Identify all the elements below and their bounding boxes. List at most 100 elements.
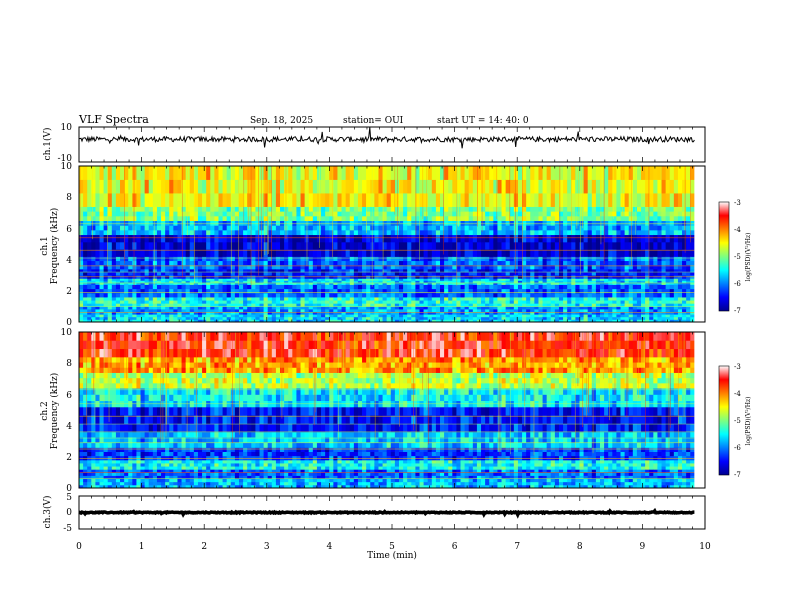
ch1-spectrogram-cell bbox=[645, 319, 650, 323]
ch1-spectrogram-cell bbox=[107, 319, 113, 323]
ch1-spectrogram-cell bbox=[378, 206, 383, 212]
ch1-spectrogram-cell bbox=[686, 314, 691, 318]
ch1-spectrogram-cell bbox=[349, 278, 355, 281]
ch1-spectrogram-cell bbox=[641, 268, 646, 273]
ch1-spectrogram-cell bbox=[366, 316, 371, 320]
ch1-spectrogram-cell bbox=[79, 225, 84, 231]
ch1-spectrogram-cell bbox=[608, 260, 613, 266]
ch1-spectrogram-cell bbox=[275, 268, 281, 273]
ch1-spectrogram-cell bbox=[304, 297, 310, 301]
ch1-spectrogram-cell bbox=[645, 206, 650, 212]
ch1-spectrogram-cell bbox=[522, 314, 527, 318]
ch1-spectrogram-cell bbox=[156, 241, 162, 250]
ch1-spectrogram-cell bbox=[444, 234, 449, 243]
ch1-spectrogram-cell bbox=[563, 264, 568, 270]
ch1-spectrogram-cell bbox=[423, 179, 429, 194]
ch1-spectrogram-cell bbox=[197, 284, 203, 290]
ch1-spectrogram-cell bbox=[144, 256, 150, 262]
ch1-spectrogram-cell bbox=[686, 303, 691, 307]
ch1-spectrogram-cell bbox=[403, 256, 408, 262]
ch1-spectrogram-cell bbox=[558, 282, 564, 285]
ch1-spectrogram-cell bbox=[476, 280, 482, 283]
ch1-spectrogram-cell bbox=[493, 272, 498, 276]
ch1-spectrogram-cell bbox=[234, 278, 240, 281]
ch1-spectrogram-cell bbox=[686, 306, 691, 310]
ch1-spectrogram-cell bbox=[604, 166, 609, 180]
ch1-spectrogram-cell bbox=[677, 280, 683, 283]
ch1-spectrogram-cell bbox=[210, 260, 215, 266]
ch1-spectrogram-cell bbox=[686, 166, 691, 180]
ch1-spectrogram-cell bbox=[587, 288, 593, 294]
ch1-spectrogram-cell bbox=[222, 229, 228, 236]
ch1-spectrogram-cell bbox=[124, 278, 129, 281]
ch1-spectrogram-cell bbox=[554, 215, 560, 221]
ch1-spectrogram-cell bbox=[517, 193, 523, 207]
ch1-spectrogram-cell bbox=[632, 234, 638, 243]
ch1-spectrogram-cell bbox=[288, 282, 293, 285]
ch1-spectrogram-cell bbox=[481, 278, 486, 281]
ch1-spectrogram-cell bbox=[156, 260, 162, 266]
ch1-spectrogram-cell bbox=[595, 193, 601, 207]
ch1-spectrogram-cell bbox=[185, 319, 191, 323]
ch1-spectrogram-cell bbox=[493, 166, 498, 180]
ch1-spectrogram-cell bbox=[161, 314, 166, 318]
ch1-spectrogram-cell bbox=[165, 268, 170, 273]
ch1-spectrogram-cell bbox=[382, 282, 388, 285]
ch1-spectrogram-cell bbox=[522, 260, 527, 266]
ch1-spectrogram-cell bbox=[189, 314, 195, 318]
ch1-spectrogram-cell bbox=[140, 166, 146, 180]
ch1-spectrogram-cell bbox=[263, 211, 269, 217]
ch1-spectrogram-cell bbox=[316, 206, 322, 212]
ch1-spectrogram-cell bbox=[263, 306, 269, 310]
ch1-spectrogram-cell bbox=[669, 297, 675, 301]
ch1-spectrogram-cell bbox=[357, 272, 363, 276]
ch1-spectrogram-cell bbox=[641, 284, 646, 290]
ch1-spectrogram-cell bbox=[103, 268, 109, 273]
ch1-spectrogram-cell bbox=[111, 268, 117, 273]
ch1-spectrogram-cell bbox=[493, 280, 498, 283]
ch1-spectrogram-cell bbox=[144, 314, 150, 318]
ch1-spectrogram-cell bbox=[316, 241, 322, 250]
ch1-spectrogram-cell bbox=[632, 220, 638, 226]
ch1-spectrogram-cell bbox=[210, 179, 215, 194]
ch1-spectrogram-cell bbox=[431, 314, 437, 318]
ch1-spectrogram-cell bbox=[173, 306, 178, 310]
ch1-spectrogram-cell bbox=[505, 206, 511, 212]
ch1-spectrogram-cell bbox=[222, 206, 228, 212]
ch1-spectrogram-cell bbox=[333, 229, 338, 236]
ch1-spectrogram-cell bbox=[169, 260, 174, 266]
ch1-spectrogram-cell bbox=[497, 280, 502, 283]
ch1-spectrogram-cell bbox=[472, 225, 478, 231]
ch1-spectrogram-cell bbox=[99, 229, 105, 236]
ch1-spectrogram-cell bbox=[378, 303, 383, 307]
ch1-spectrogram-cell bbox=[526, 300, 531, 304]
ch1-spectrogram-cell bbox=[444, 268, 449, 273]
ch1-spectrogram-cell bbox=[316, 311, 322, 315]
ch1-spectrogram-cell bbox=[173, 215, 178, 221]
ch1-spectrogram-cell bbox=[563, 297, 568, 301]
ch1-spectrogram-cell bbox=[161, 309, 166, 312]
ch1-spectrogram-cell bbox=[481, 319, 486, 323]
ch1-spectrogram-cell bbox=[193, 306, 199, 310]
ch1-spectrogram-cell bbox=[271, 309, 277, 312]
ch1-spectrogram-cell bbox=[161, 234, 166, 243]
ch1-spectrogram-cell bbox=[657, 319, 662, 323]
ch1-spectrogram-cell bbox=[530, 215, 535, 221]
ch1-spectrogram-cell bbox=[247, 316, 252, 320]
ch1-spectrogram-cell bbox=[91, 225, 96, 231]
ch1-spectrogram-cell bbox=[288, 284, 293, 290]
ch1-spectrogram-cell bbox=[394, 206, 400, 212]
ch1-spectrogram-cell bbox=[579, 260, 584, 266]
ch1-spectrogram-cell bbox=[124, 314, 129, 318]
ch1-spectrogram-cell bbox=[292, 264, 297, 270]
ch1-spectrogram-cell bbox=[243, 282, 248, 285]
ch1-spectrogram-cell bbox=[79, 260, 84, 266]
ch1-spectrogram-cell bbox=[222, 319, 228, 323]
ch1-spectrogram-cell bbox=[583, 311, 589, 315]
ch1-spectrogram-cell bbox=[91, 300, 96, 304]
ch1-spectrogram-cell bbox=[136, 306, 141, 310]
ch1-spectrogram-cell bbox=[444, 260, 449, 266]
ch1-spectrogram-cell bbox=[587, 314, 593, 318]
ch1-spectrogram-cell bbox=[234, 211, 240, 217]
ch1-spectrogram-cell bbox=[185, 225, 191, 231]
